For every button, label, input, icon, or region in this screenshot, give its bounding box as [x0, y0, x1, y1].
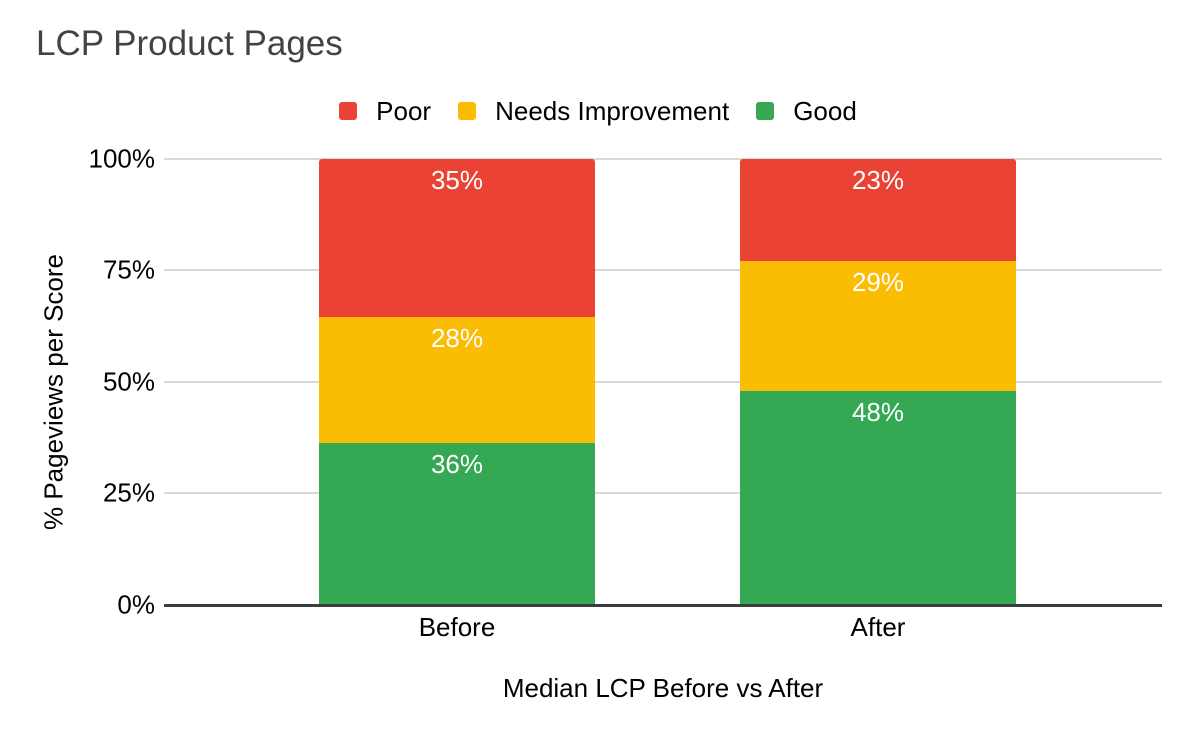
- legend-item-good: Good: [756, 96, 857, 127]
- bar-segment-after-poor: 23%: [740, 159, 1016, 262]
- bar-segment-after-needs-improvement: 29%: [740, 261, 1016, 391]
- legend-label: Poor: [376, 95, 432, 126]
- bar-segment-before-poor: 35%: [319, 159, 595, 317]
- legend-label: Good: [793, 95, 857, 126]
- chart-legend: Poor Needs Improvement Good: [0, 96, 1196, 127]
- data-label: 36%: [430, 448, 484, 479]
- data-label: 28%: [430, 322, 484, 353]
- y-tick-label-0: 0%: [117, 589, 155, 619]
- legend-item-poor: Poor: [339, 96, 431, 127]
- bar-before: 35% 28% 36%: [319, 159, 595, 605]
- data-label: 35%: [430, 165, 484, 195]
- legend-swatch-needs-improvement-icon: [458, 102, 477, 120]
- data-label: 23%: [851, 165, 905, 195]
- chart-title: LCP Product Pages: [36, 24, 343, 63]
- x-category-label-after: After: [850, 612, 906, 642]
- y-tick-label-75: 75%: [102, 254, 155, 285]
- x-axis-line: [164, 603, 1162, 607]
- data-label: 29%: [851, 267, 905, 298]
- gridline-75: [164, 269, 1162, 272]
- legend-swatch-poor-icon: [339, 102, 358, 120]
- legend-swatch-good-icon: [756, 102, 775, 120]
- gridline-25: [164, 492, 1162, 495]
- bar-after: 23% 29% 48%: [740, 159, 1016, 605]
- y-tick-label-50: 50%: [102, 366, 155, 397]
- legend-label: Needs Improvement: [495, 95, 730, 126]
- bar-segment-after-good: 48%: [740, 390, 1016, 605]
- gridline-100: [164, 158, 1162, 160]
- y-tick-label-25: 25%: [102, 477, 155, 508]
- x-category-label-before: Before: [418, 612, 496, 642]
- gridline-50: [164, 380, 1162, 383]
- legend-item-needs-improvement: Needs Improvement: [458, 96, 729, 127]
- data-label: 48%: [851, 396, 905, 427]
- x-axis-title: Median LCP Before vs After: [502, 673, 824, 703]
- y-tick-label-100: 100%: [88, 143, 156, 174]
- bar-segment-before-needs-improvement: 28%: [319, 316, 595, 443]
- bar-segment-before-good: 36%: [319, 442, 595, 605]
